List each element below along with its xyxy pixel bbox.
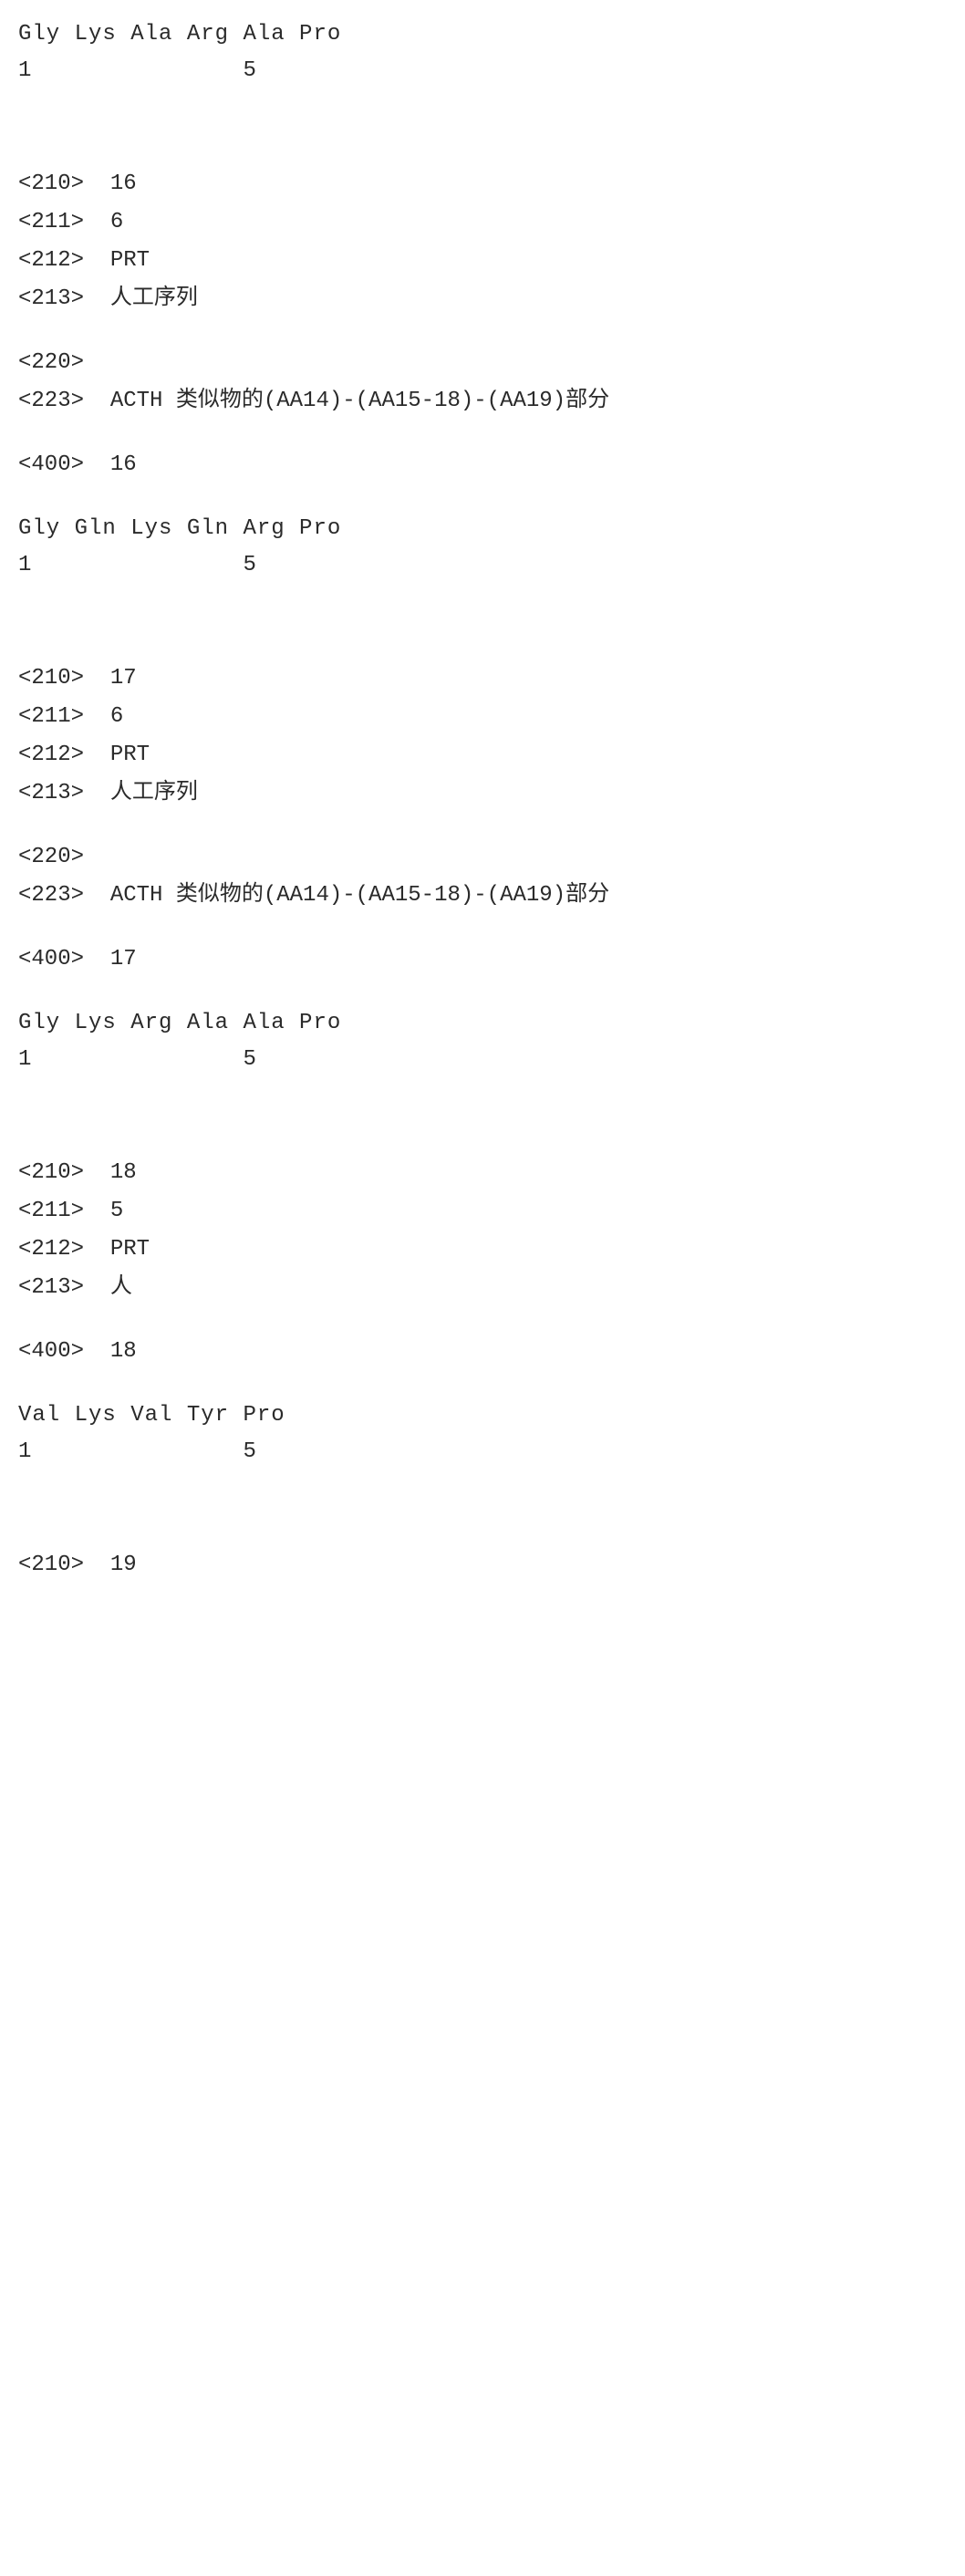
tag-400: <400> 17 xyxy=(18,943,947,976)
tag-220: <220> xyxy=(18,347,947,379)
tag-220: <220> xyxy=(18,841,947,874)
tag-213: <213> 人工序列 xyxy=(18,777,947,810)
tag-212: <212> PRT xyxy=(18,739,947,772)
sequence-line: Gly Lys Arg Ala Ala Pro xyxy=(18,1007,947,1040)
tag-210: <210> 18 xyxy=(18,1157,947,1189)
tag-211: <211> 5 xyxy=(18,1195,947,1228)
sequence-line: Gly Gln Lys Gln Arg Pro xyxy=(18,513,947,545)
tag-223: <223> ACTH 类似物的(AA14)-(AA15-18)-(AA19)部分 xyxy=(18,385,947,418)
tag-212: <212> PRT xyxy=(18,1233,947,1266)
tag-210: <210> 17 xyxy=(18,662,947,695)
tag-223: <223> ACTH 类似物的(AA14)-(AA15-18)-(AA19)部分 xyxy=(18,879,947,912)
tag-211: <211> 6 xyxy=(18,206,947,239)
tag-213: <213> 人工序列 xyxy=(18,283,947,316)
numbering-line: 1 5 xyxy=(18,1436,947,1469)
sequence-line: Gly Lys Ala Arg Ala Pro xyxy=(18,18,947,51)
tag-212: <212> PRT xyxy=(18,244,947,277)
tag-213: <213> 人 xyxy=(18,1272,947,1304)
tag-211: <211> 6 xyxy=(18,701,947,733)
numbering-line: 1 5 xyxy=(18,549,947,582)
tag-400: <400> 18 xyxy=(18,1335,947,1368)
tag-400: <400> 16 xyxy=(18,449,947,482)
tag-210: <210> 16 xyxy=(18,168,947,201)
numbering-line: 1 5 xyxy=(18,55,947,88)
sequence-line: Val Lys Val Tyr Pro xyxy=(18,1399,947,1432)
tag-210: <210> 19 xyxy=(18,1549,947,1582)
numbering-line: 1 5 xyxy=(18,1044,947,1076)
